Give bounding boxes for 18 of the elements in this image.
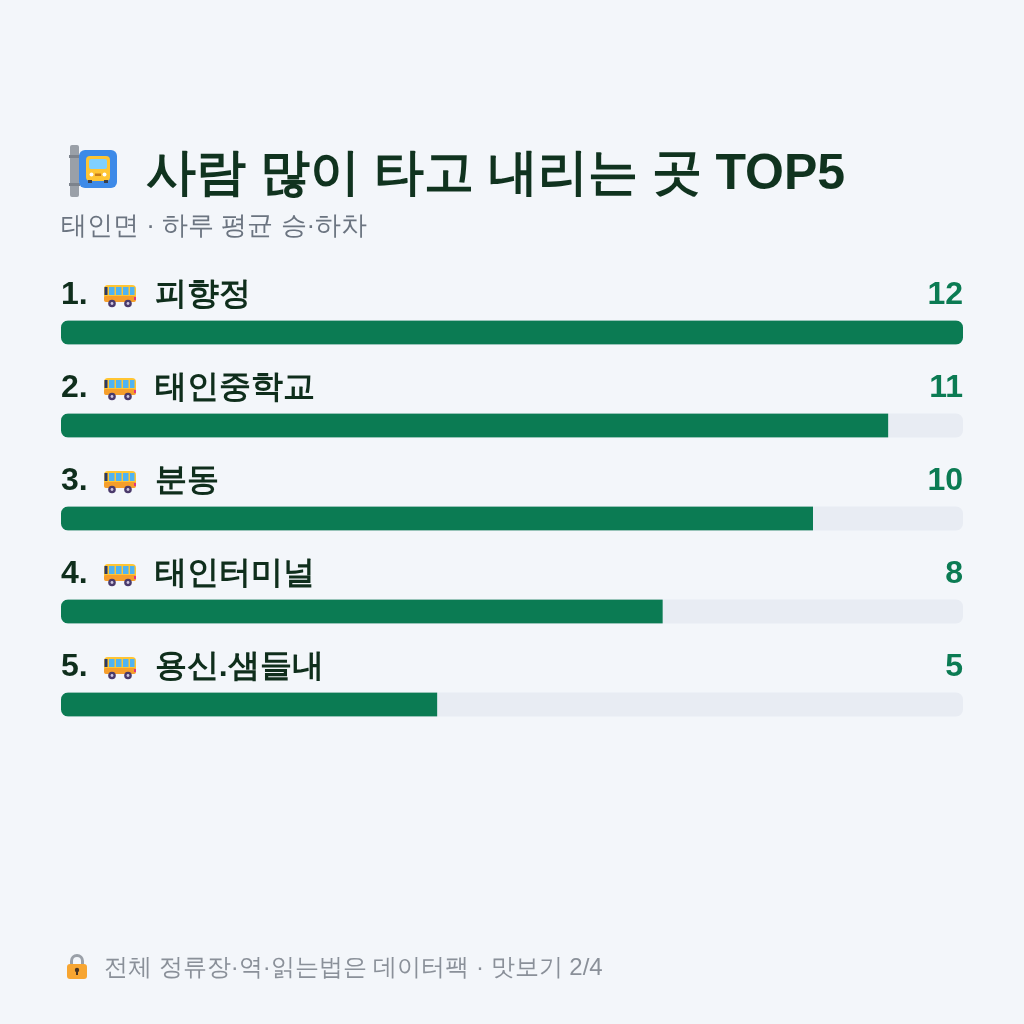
bar [61,599,663,624]
data-label: 8 [945,554,963,591]
data-label: 12 [927,275,963,312]
category-label: 2. 태인중학교 [61,368,315,405]
data-label: 11 [929,368,963,405]
bar [61,692,438,717]
bar [61,320,963,345]
category-label: 4. 태인터미널 [61,554,315,591]
chart-title: 사람 많이 타고 내리는 곳 TOP5 [146,143,846,202]
category-label: 3. 분동 [61,461,219,498]
bar [61,506,813,531]
chart-subtitle: 태인면 · 하루 평균 승·하차 [61,209,368,241]
text: 전체 정류장·역·읽는법은 데이터팩 · 맛보기 2/4 [104,952,603,982]
bar [61,413,889,438]
data-label: 5 [945,647,963,684]
category-label: 5. 용신.샘들내 [61,647,324,684]
data-label: 10 [927,461,963,498]
category-label: 1. 피향정 [61,275,251,312]
